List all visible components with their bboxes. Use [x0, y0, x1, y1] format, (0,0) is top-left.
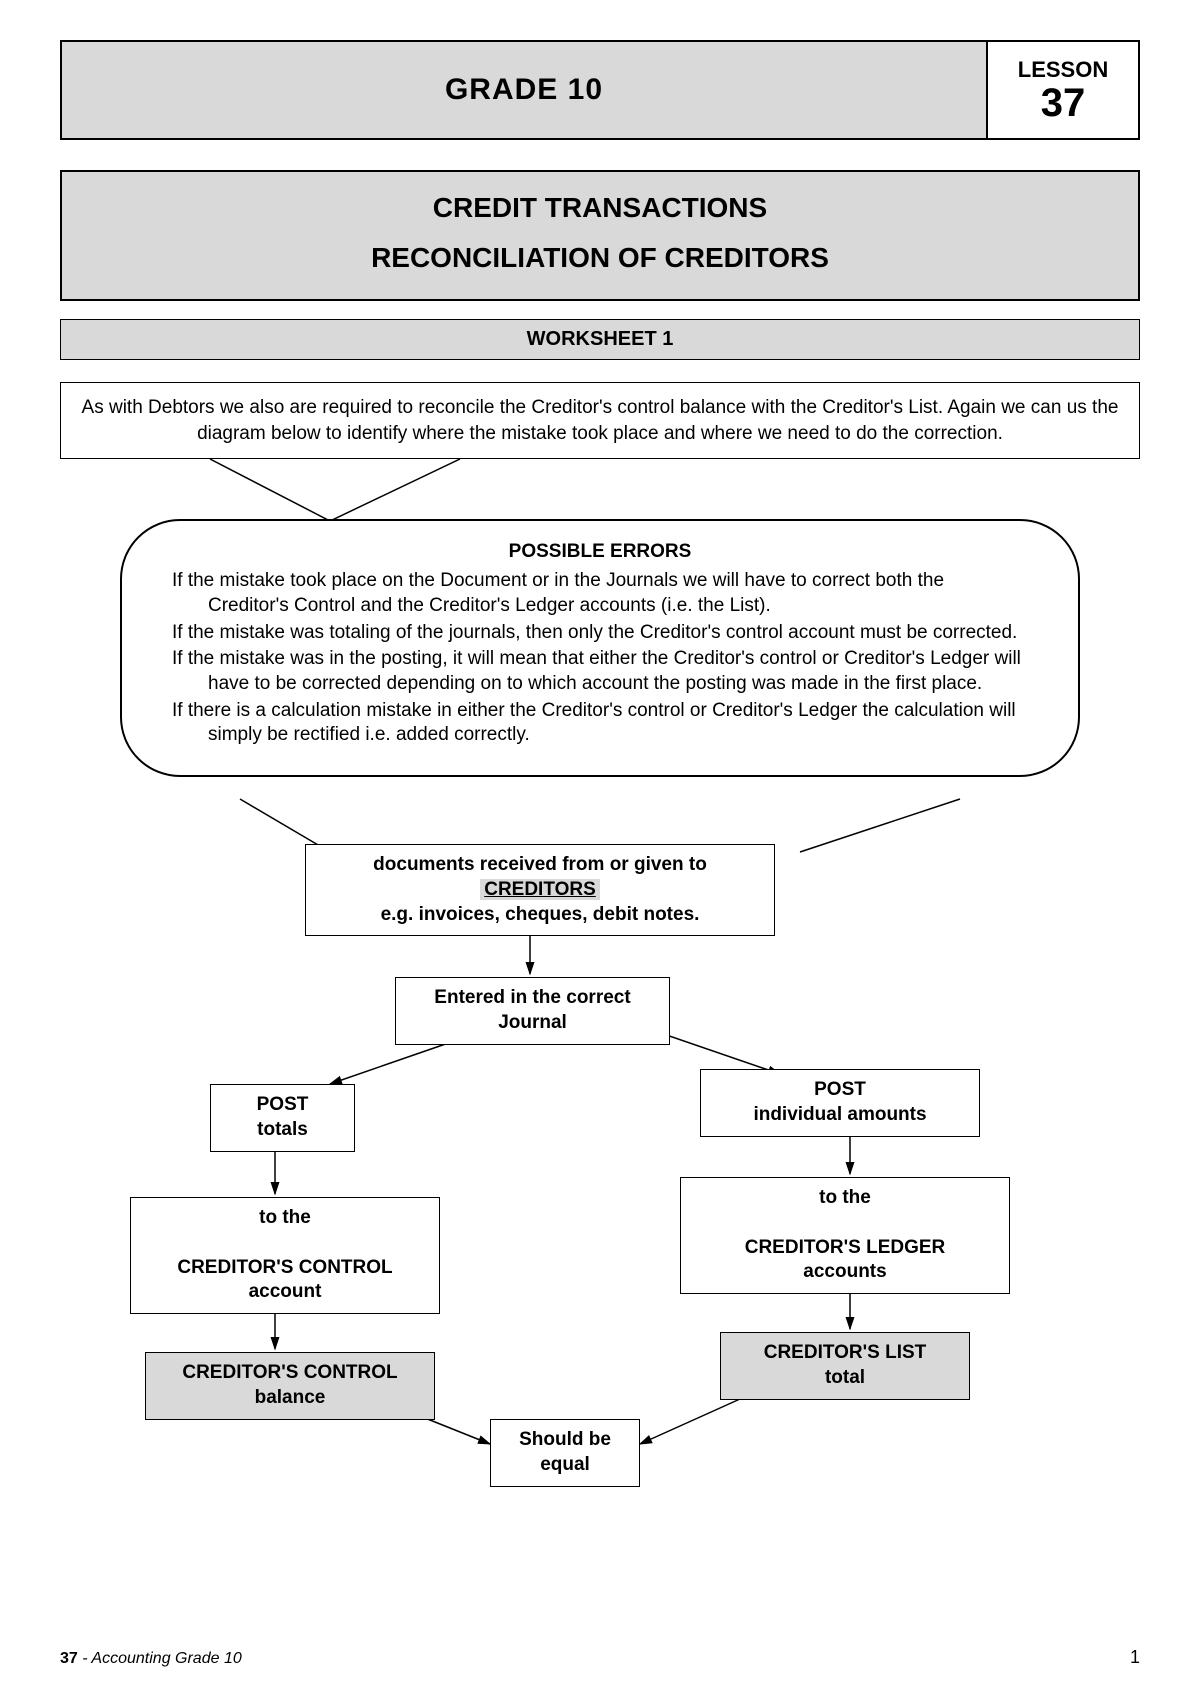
- grade-title: GRADE 10: [445, 73, 603, 107]
- flow-diagram: POSSIBLE ERRORS If the mistake took plac…: [60, 459, 1140, 1519]
- control-bal-l2: balance: [255, 1387, 326, 1408]
- ledger-acc-l2: CREDITOR'S LEDGER: [745, 1237, 946, 1258]
- box-control-account: to the CREDITOR'S CONTROL account: [130, 1197, 440, 1314]
- footer-left: 37 - Accounting Grade 10: [60, 1650, 242, 1668]
- errors-body: If the mistake took place on the Documen…: [172, 569, 1028, 748]
- errors-title: POSSIBLE ERRORS: [172, 541, 1028, 563]
- docs-mid: CREDITORS: [480, 879, 600, 900]
- box-ledger-accounts: to the CREDITOR'S LEDGER accounts: [680, 1177, 1010, 1294]
- list-total-l2: total: [825, 1367, 865, 1388]
- page-number: 1: [1130, 1647, 1140, 1668]
- box-should-be-equal: Should be equal: [490, 1419, 640, 1486]
- errors-p4: If there is a calculation mistake in eit…: [172, 699, 1028, 748]
- topic-title-line2: RECONCILIATION OF CREDITORS: [92, 242, 1108, 274]
- footer-page-ref: 37: [60, 1650, 78, 1667]
- header-row: GRADE 10 LESSON 37: [60, 40, 1140, 140]
- footer-text: - Accounting Grade 10: [78, 1650, 242, 1667]
- box-post-totals: POST totals: [210, 1084, 355, 1151]
- header-lesson-cell: LESSON 37: [988, 42, 1138, 138]
- worksheet-label: WORKSHEET 1: [60, 319, 1140, 360]
- control-bal-l1: CREDITOR'S CONTROL: [182, 1362, 397, 1383]
- control-acc-l1: to the: [259, 1207, 311, 1228]
- journal-l2: Journal: [498, 1012, 567, 1033]
- equal-l1: Should be: [519, 1429, 611, 1450]
- post-totals-l2: totals: [257, 1119, 308, 1140]
- ledger-acc-l3: accounts: [803, 1261, 886, 1282]
- box-control-balance: CREDITOR'S CONTROL balance: [145, 1352, 435, 1419]
- box-list-total: CREDITOR'S LIST total: [720, 1332, 970, 1399]
- lesson-number: 37: [1041, 83, 1086, 123]
- post-ind-l2: individual amounts: [753, 1104, 926, 1125]
- docs-post: e.g. invoices, cheques, debit notes.: [381, 904, 700, 925]
- docs-pre: documents received from or given to: [373, 854, 707, 875]
- control-acc-l3: account: [249, 1281, 322, 1302]
- box-documents: documents received from or given to CRED…: [305, 844, 775, 936]
- equal-l2: equal: [540, 1454, 590, 1475]
- list-total-l1: CREDITOR'S LIST: [764, 1342, 927, 1363]
- possible-errors-bubble: POSSIBLE ERRORS If the mistake took plac…: [120, 519, 1080, 777]
- topic-title-line1: CREDIT TRANSACTIONS: [92, 192, 1108, 224]
- box-journal: Entered in the correct Journal: [395, 977, 670, 1044]
- errors-p3: If the mistake was in the posting, it wi…: [172, 647, 1028, 696]
- intro-text: As with Debtors we also are required to …: [60, 382, 1140, 459]
- topic-title-box: CREDIT TRANSACTIONS RECONCILIATION OF CR…: [60, 170, 1140, 301]
- post-ind-l1: POST: [814, 1079, 866, 1100]
- errors-p2: If the mistake was totaling of the journ…: [172, 621, 1028, 646]
- ledger-acc-l1: to the: [819, 1187, 871, 1208]
- control-acc-l2: CREDITOR'S CONTROL: [177, 1257, 392, 1278]
- lesson-label: LESSON: [1018, 57, 1108, 83]
- box-post-individual: POST individual amounts: [700, 1069, 980, 1136]
- post-totals-l1: POST: [257, 1094, 309, 1115]
- header-grade-cell: GRADE 10: [62, 42, 988, 138]
- journal-l1: Entered in the correct: [434, 987, 630, 1008]
- errors-p1: If the mistake took place on the Documen…: [172, 569, 1028, 618]
